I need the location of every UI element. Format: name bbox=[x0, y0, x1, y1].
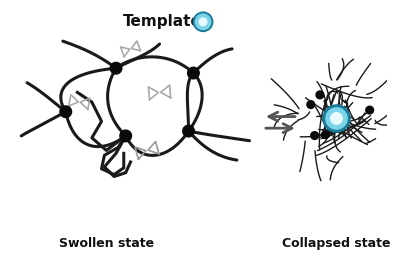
Circle shape bbox=[307, 101, 315, 109]
Circle shape bbox=[195, 14, 211, 30]
Circle shape bbox=[193, 12, 213, 31]
Circle shape bbox=[311, 132, 318, 139]
Circle shape bbox=[331, 113, 342, 124]
Circle shape bbox=[183, 125, 194, 137]
Circle shape bbox=[322, 131, 329, 139]
Text: Swollen state: Swollen state bbox=[59, 237, 154, 250]
Bar bbox=[325, 107, 348, 130]
Circle shape bbox=[110, 63, 122, 74]
Circle shape bbox=[199, 18, 207, 26]
Text: Collapsed state: Collapsed state bbox=[282, 237, 391, 250]
Circle shape bbox=[323, 105, 350, 132]
Circle shape bbox=[366, 106, 374, 114]
Text: Template: Template bbox=[123, 14, 202, 29]
Circle shape bbox=[316, 91, 324, 99]
Circle shape bbox=[60, 106, 72, 118]
Circle shape bbox=[188, 67, 199, 79]
Circle shape bbox=[120, 130, 132, 142]
Circle shape bbox=[326, 108, 347, 129]
